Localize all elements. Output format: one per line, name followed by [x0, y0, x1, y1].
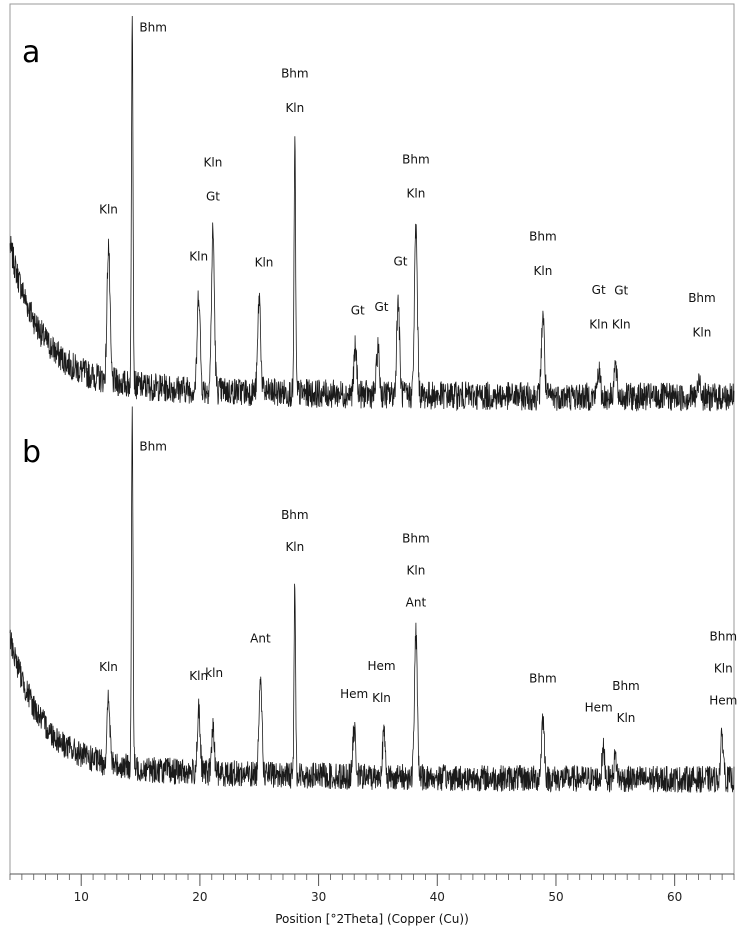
peak-label: Gt — [206, 189, 220, 203]
peak-label: Kln — [99, 660, 118, 674]
peak-label: Kln — [617, 711, 636, 725]
peak-label: Bhm — [688, 291, 716, 305]
labels-layer: a Kln Bhm Kln Gt Kln Kln Kln Bhm Gt Gt Gt Kln Bhm Kln B… — [22, 20, 737, 725]
peak-label: Gt — [614, 283, 628, 297]
peak-label: Bhm — [281, 508, 309, 522]
peak-label: Hem — [585, 700, 613, 714]
peak-label: Ant — [406, 595, 427, 609]
peak-label: Kln — [407, 187, 426, 201]
x-tick-label: 60 — [667, 890, 682, 904]
peak-label: Gt — [374, 300, 388, 314]
peak-label: Kln — [589, 317, 608, 331]
peak-label: Bhm — [612, 679, 640, 693]
peak-label: Bhm — [710, 630, 737, 644]
peak-label: Bhm — [402, 152, 430, 166]
peak-label: Bhm — [529, 671, 557, 685]
x-tick-label: 50 — [548, 890, 563, 904]
peak-label: Kln — [714, 662, 733, 676]
peak-label: Bhm — [139, 20, 167, 34]
peak-label: Kln — [255, 256, 274, 270]
x-axis-title: Position [°2Theta] (Copper (Cu)) — [275, 912, 469, 926]
peak-label: kln — [205, 666, 223, 680]
peak-label: Kln — [189, 250, 208, 264]
panel-label-b: b — [22, 435, 41, 470]
plot-frame — [9, 3, 735, 875]
peak-label: Kln — [285, 540, 304, 554]
peak-label: Gt — [592, 283, 606, 297]
peak-label: Kln — [534, 264, 553, 278]
peak-label: Kln — [189, 669, 208, 683]
peak-label: Kln — [285, 101, 304, 115]
peak-label: Kln — [693, 325, 712, 339]
peak-label: Gt — [393, 255, 407, 269]
peak-label: Bhm — [139, 440, 167, 454]
peak-label: Ant — [250, 632, 271, 646]
peak-label: Gt — [351, 303, 365, 317]
diffraction-trace-a — [9, 16, 735, 412]
peak-label: Hem — [367, 659, 395, 673]
x-tick-label: 20 — [192, 890, 207, 904]
traces-layer — [9, 16, 735, 793]
x-tick-label: 30 — [311, 890, 326, 904]
x-tick-label: 10 — [74, 890, 89, 904]
x-axis: 10 20 30 40 50 60 — [9, 873, 735, 904]
peak-label: Kln — [204, 155, 223, 169]
peak-label: Bhm — [529, 230, 557, 244]
diffraction-trace-b — [9, 406, 735, 793]
peak-label: Bhm — [281, 67, 309, 81]
peak-label: Kln — [612, 317, 631, 331]
peak-label: Kln — [372, 691, 391, 705]
panel-label-a: a — [22, 35, 40, 70]
peak-label: Bhm — [402, 531, 430, 545]
x-tick-label: 40 — [430, 890, 445, 904]
peak-label: Hem — [709, 694, 737, 708]
peak-label: Kln — [407, 563, 426, 577]
peak-label: Hem — [340, 687, 368, 701]
peak-label: Kln — [99, 202, 118, 216]
